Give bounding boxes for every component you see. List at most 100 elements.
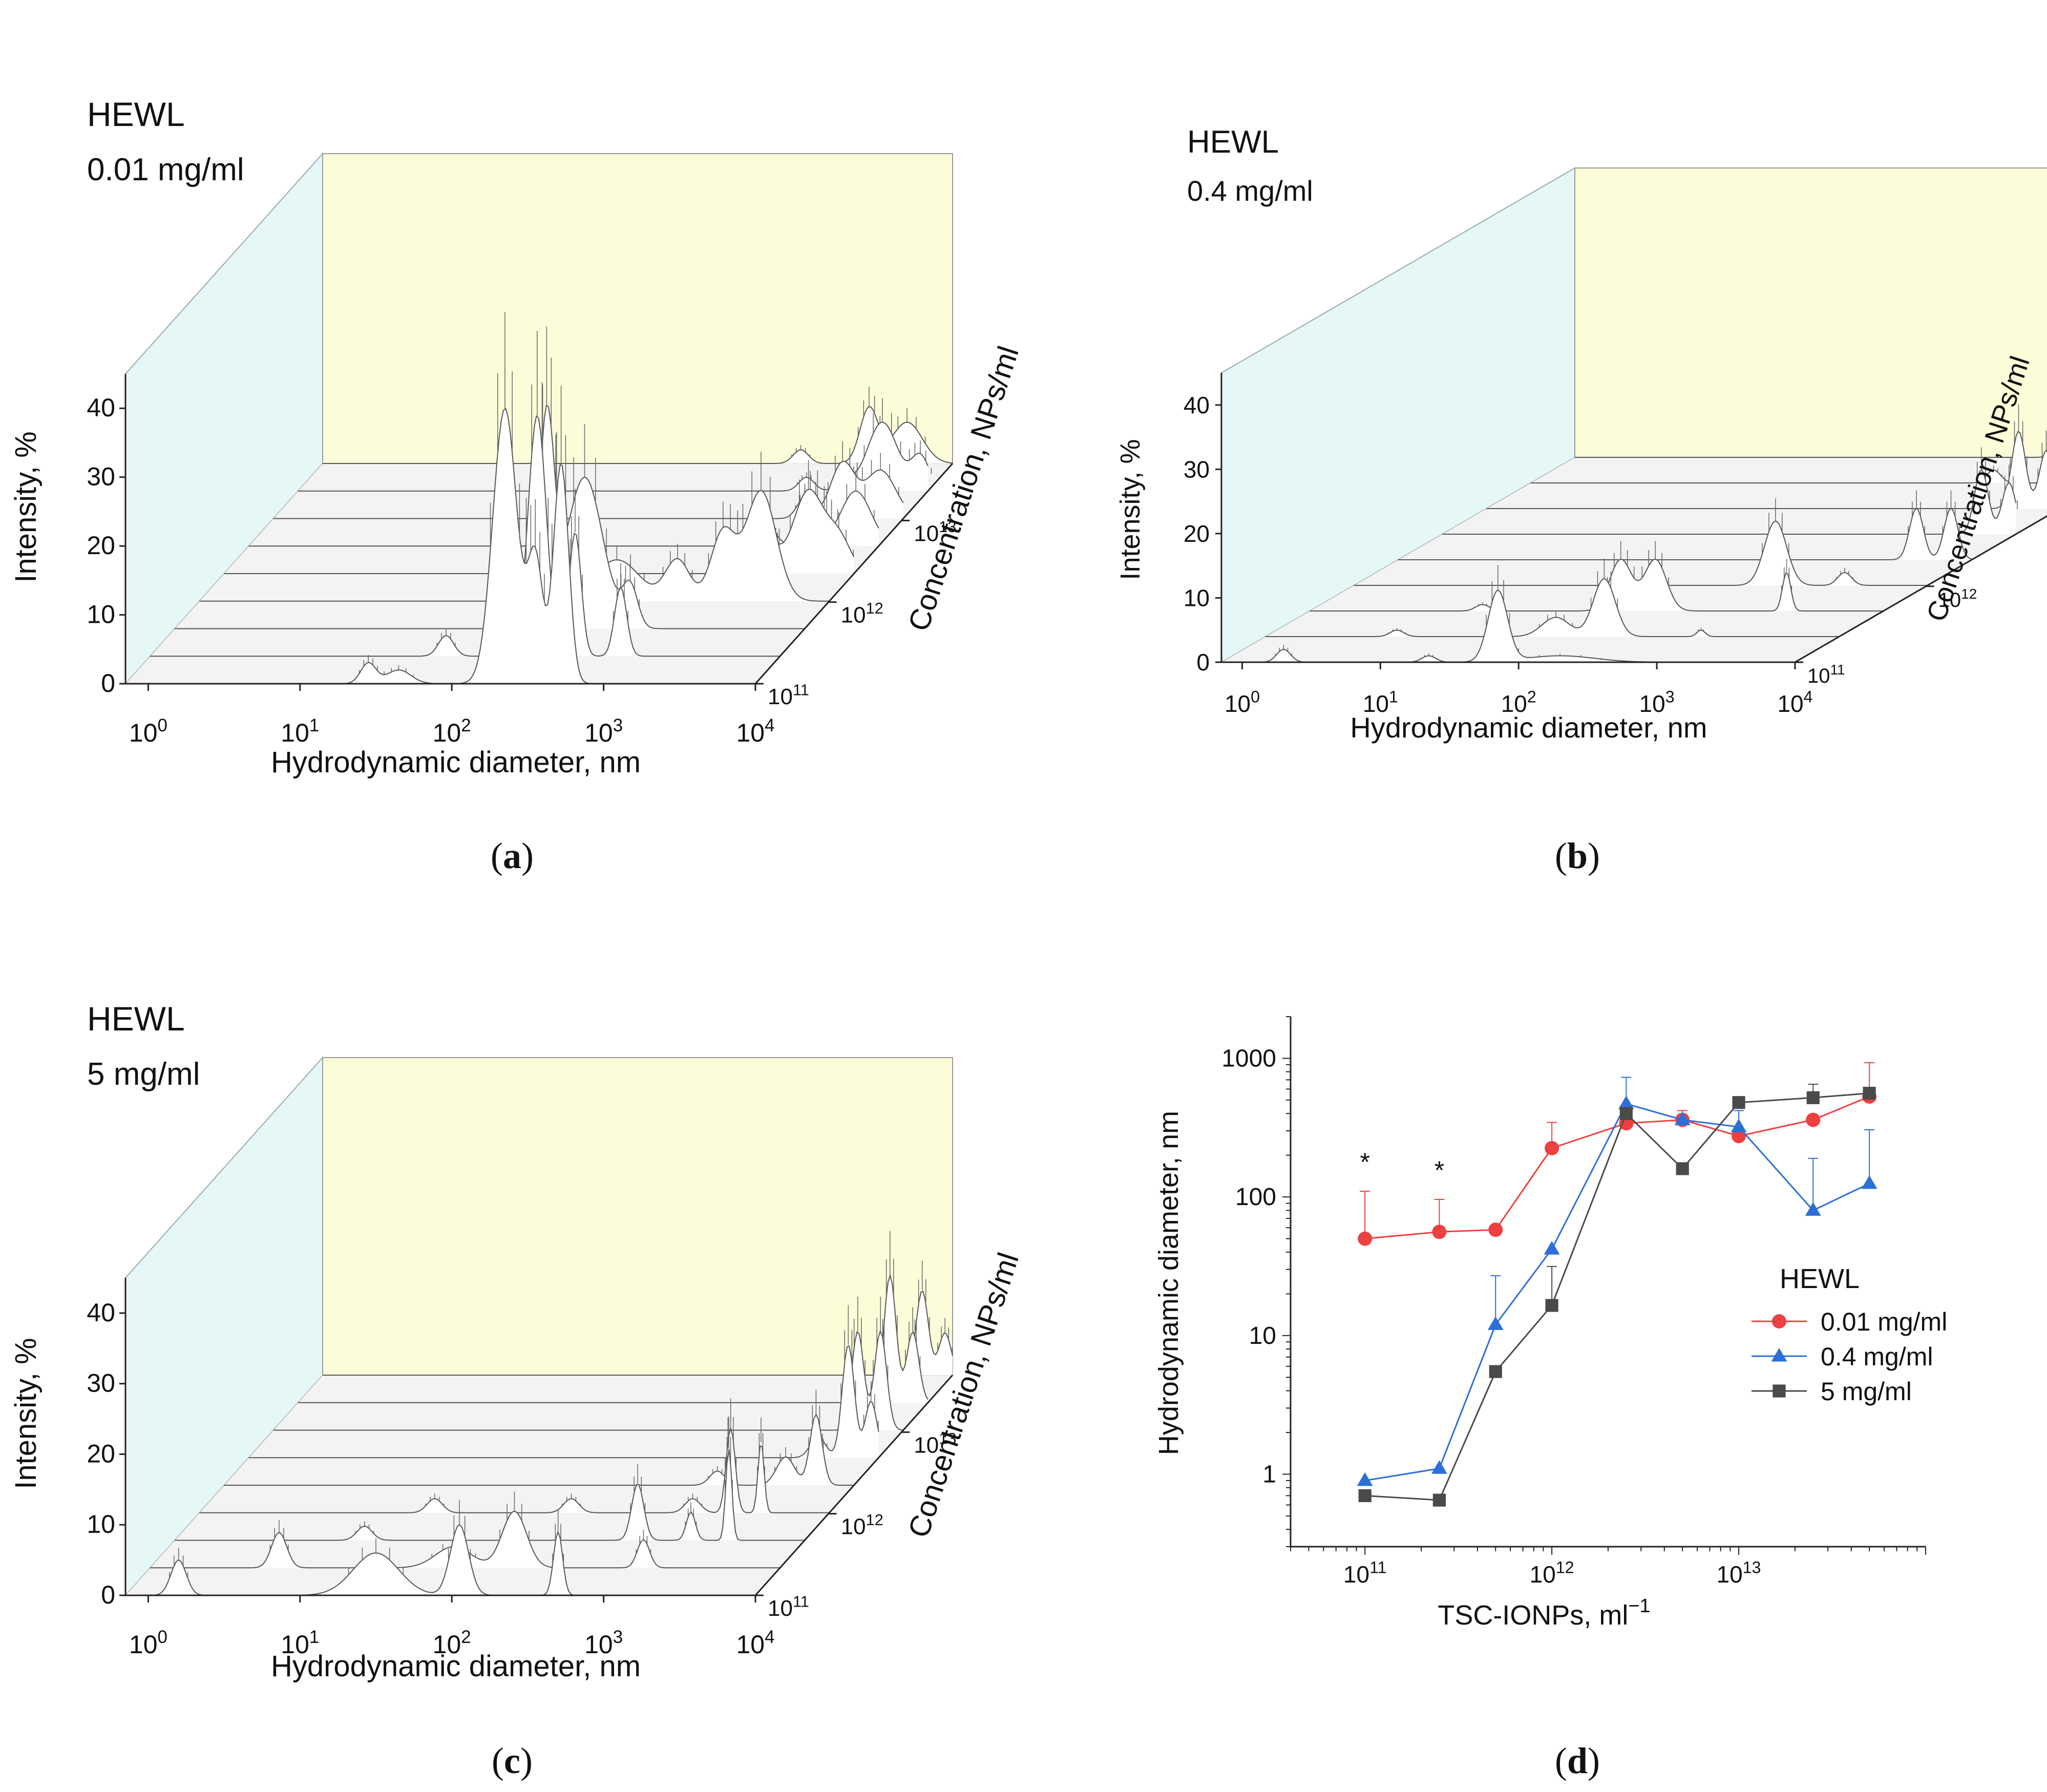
panel-d-series-2-point-7 — [1806, 1091, 1820, 1104]
panel-d-series-1-point-4 — [1618, 1095, 1634, 1109]
panel-b-y-tick-label-1: 10 — [1184, 584, 1210, 611]
panel-d-x-tick-label-0: 1011 — [1343, 1558, 1387, 1588]
panel-b-x-tick-label-0: 100 — [1225, 688, 1260, 717]
panel-b-back-wall — [1574, 167, 2047, 458]
panel-d-series-1-point-8 — [1861, 1175, 1877, 1189]
panel-a-z-axis — [754, 462, 954, 685]
panel-b-label: (b) — [1555, 835, 1600, 876]
panel-d-series-1-point-0 — [1357, 1472, 1373, 1486]
panel-a-x-tick-label-3: 103 — [584, 715, 623, 747]
panel-c-x-tick-label-1: 101 — [281, 1627, 319, 1659]
panel-d-series-2-point-1 — [1432, 1493, 1446, 1507]
panel-d-y-tick-label-3: 1000 — [1221, 1045, 1276, 1072]
panel-c-y-tick-label-3: 30 — [87, 1369, 115, 1398]
panel-d-series-1-point-3 — [1544, 1241, 1560, 1255]
panel-b-y-tick-label-0: 0 — [1196, 649, 1210, 676]
panel-b-z-axis — [1795, 515, 2047, 663]
panel-d-xlabel: TSC-IONPs, ml−1 — [1438, 1595, 1650, 1631]
panel-b-z-tick-label-1: 1012 — [1938, 586, 1977, 612]
panel-d-y-tick-label-1: 10 — [1249, 1322, 1276, 1350]
panel-b-xlabel: Hydrodynamic diameter, nm — [1350, 711, 1707, 744]
panel-c-xlabel: Hydrodynamic diameter, nm — [271, 1650, 641, 1683]
panel-b-title-line1: HEWL — [1187, 124, 1279, 160]
panel-d-series-1-point-2 — [1487, 1316, 1504, 1330]
panel-a-x-tick-label-1: 101 — [281, 715, 319, 747]
panel-c-z-tick-label-0: 1011 — [768, 1592, 809, 1621]
panel-c-x-tick-label-3: 103 — [584, 1627, 623, 1659]
panel-c-y-tick-label-2: 20 — [87, 1439, 115, 1468]
panel-d-x-tick-label-1: 1012 — [1530, 1558, 1574, 1588]
panel-d-significance-1: * — [1434, 1156, 1444, 1185]
panel-a-y-tick-label-2: 20 — [87, 531, 115, 560]
panel-d-series-0-point-7 — [1806, 1112, 1821, 1127]
panel-d-legend-label-0: 0.01 mg/ml — [1821, 1308, 1947, 1336]
panel-d-series-0-point-2 — [1488, 1222, 1503, 1237]
panel-d-series-2-point-4 — [1619, 1107, 1633, 1120]
panel-b-x-tick-label-2: 102 — [1501, 688, 1536, 717]
panel-b-trace-1 — [1265, 558, 1840, 637]
panel-a-z-tick-label-1: 1012 — [841, 599, 883, 628]
panel-a-ylabel: Intensity, % — [9, 431, 43, 583]
panel-a-waterfall: 0 10 20 30 40 100 101 102 103 104 1011 1012 1013 HEW… — [9, 95, 1025, 876]
panel-c-z-axis — [754, 1374, 954, 1596]
panel-a-y-tick-label-4: 40 — [87, 393, 115, 422]
panel-d-series-2-point-8 — [1863, 1087, 1876, 1100]
panel-b-trace-8 — [1575, 455, 2047, 458]
panel-c-title-line1: HEWL — [87, 1000, 185, 1038]
panel-c-trace-6 — [273, 1296, 903, 1431]
panel-d-legend-marker-2 — [1772, 1384, 1786, 1398]
panel-b-y-tick-label-2: 20 — [1184, 520, 1210, 547]
panel-d-line-chart: 1011 1012 1013 1 10 100 1000 * * HEWL 0.01 mg/ml 0… — [1153, 1016, 1947, 1781]
panel-d-series-2-point-6 — [1732, 1096, 1745, 1109]
panel-b-y-tick-label-4: 40 — [1184, 392, 1210, 418]
panel-d-ylabel: Hydrodynamic diameter, nm — [1153, 1111, 1184, 1455]
panel-d-series-1-point-7 — [1805, 1202, 1821, 1216]
panel-d-x-tick-label-2: 1013 — [1717, 1558, 1761, 1588]
panel-d-y-tick-label-0: 1 — [1262, 1461, 1276, 1488]
panel-d-y-tick-label-2: 100 — [1235, 1184, 1276, 1211]
panel-d-legend-label-1: 0.4 mg/ml — [1821, 1342, 1933, 1371]
panel-d-series-2-point-0 — [1358, 1489, 1371, 1503]
panel-a-x-tick-label-4: 104 — [736, 715, 774, 747]
panel-d-legend-marker-1 — [1771, 1347, 1787, 1362]
panel-c-title-line2: 5 mg/ml — [87, 1057, 200, 1092]
panel-a-title-line1: HEWL — [87, 95, 185, 133]
panel-c-ylabel: Intensity, % — [9, 1338, 43, 1489]
panel-d-series-0-point-1 — [1432, 1225, 1447, 1239]
panel-d-series-1-point-6 — [1731, 1119, 1747, 1132]
panel-b-x-tick-label-1: 101 — [1363, 688, 1398, 717]
panel-a-z-tick-label-0: 1011 — [768, 681, 809, 709]
panel-d-significance-0: * — [1360, 1148, 1369, 1176]
panel-d-series-0-point-0 — [1358, 1231, 1373, 1246]
panel-d-series-1-point-5 — [1674, 1111, 1691, 1126]
panel-b-title-line2: 0.4 mg/ml — [1187, 175, 1313, 207]
panel-c-x-tick-label-4: 104 — [736, 1627, 774, 1659]
panel-d-legend-marker-0 — [1772, 1314, 1786, 1329]
panel-d-legend-title: HEWL — [1780, 1263, 1860, 1294]
panel-c-y-tick-label-4: 40 — [87, 1298, 115, 1327]
panel-c-z-tick-label-2: 1013 — [914, 1429, 956, 1458]
panel-a-y-tick-label-3: 30 — [87, 462, 115, 491]
panel-a-back-wall — [322, 153, 953, 464]
panel-b-y-tick-label-3: 30 — [1184, 456, 1210, 482]
panel-b-trace-6 — [1486, 404, 2047, 509]
panel-d-series-2 — [1358, 1084, 1876, 1507]
panel-d-series-0-point-3 — [1545, 1141, 1559, 1155]
panel-b-ylabel: Intensity, % — [1115, 439, 1146, 580]
panel-d-series-1 — [1357, 1077, 1877, 1486]
panel-b-trace-4 — [1398, 490, 1972, 560]
panel-a-x-tick-label-0: 100 — [129, 715, 167, 747]
panel-d-label: (d) — [1555, 1740, 1600, 1781]
panel-b-z-tick-label-0: 1011 — [1807, 662, 1845, 687]
panel-d-legend: HEWL 0.01 mg/ml 0.4 mg/ml 5 mg/ml — [1751, 1263, 1947, 1406]
panel-c-x-tick-label-0: 100 — [129, 1627, 167, 1659]
panel-d-series-2-point-2 — [1489, 1365, 1502, 1378]
panel-a-z-tick-label-2: 1013 — [914, 518, 956, 546]
panel-a-trace-1 — [150, 331, 780, 657]
panel-a-title-line2: 0.01 mg/ml — [87, 152, 244, 187]
panel-d-series-2-point-5 — [1676, 1162, 1689, 1175]
panel-a-label: (a) — [491, 835, 534, 876]
panel-d-series-1-point-1 — [1431, 1460, 1447, 1474]
